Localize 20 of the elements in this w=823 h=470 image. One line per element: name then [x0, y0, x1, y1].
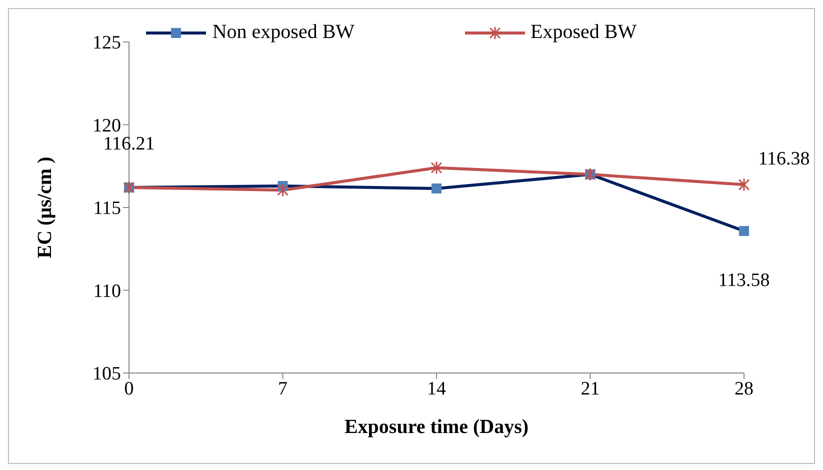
- x-axis-title: Exposure time (Days): [344, 416, 529, 438]
- x-tick-label: 0: [124, 378, 134, 400]
- point: [277, 183, 288, 197]
- point: [739, 226, 749, 236]
- legend-label: Exposed BW: [530, 21, 637, 44]
- x-tick-label: 21: [580, 378, 600, 400]
- x-tick-label: 14: [427, 378, 446, 400]
- x-tick-label: 7: [278, 378, 288, 400]
- y-axis-title: EC (µs/cm ): [34, 156, 56, 258]
- x-tick-label: 28: [734, 378, 754, 400]
- y-tick-label: 110: [93, 280, 121, 302]
- point: [738, 178, 750, 192]
- data-label: 113.58: [718, 270, 770, 291]
- y-tick-label: 115: [93, 198, 121, 220]
- y-tick-label: 125: [92, 32, 121, 54]
- point: [430, 161, 442, 175]
- point: [432, 183, 442, 194]
- legend-label: Non exposed BW: [211, 21, 355, 44]
- data-label: 116.38: [758, 148, 810, 170]
- y-tick-label: 105: [92, 364, 121, 385]
